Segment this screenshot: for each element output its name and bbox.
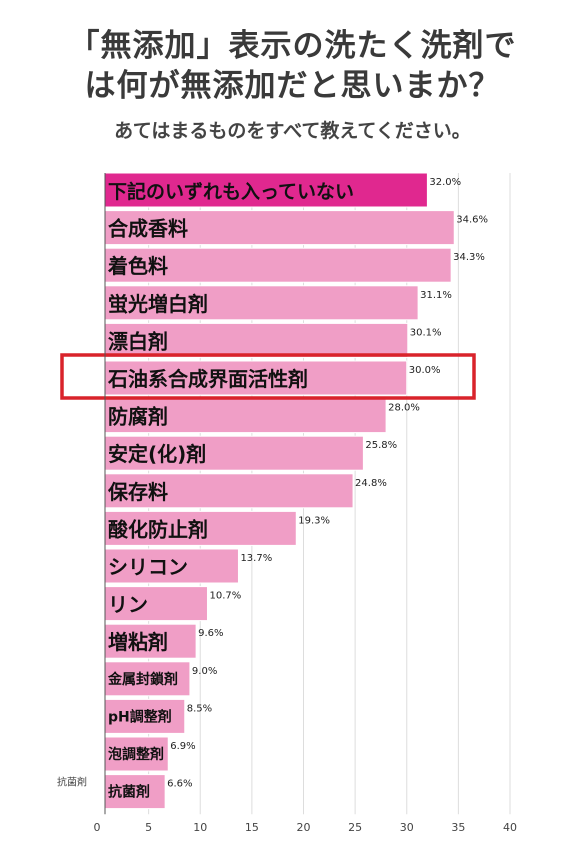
bar-value-label: 24.8% <box>355 478 387 489</box>
bar-category-label: 着色料 <box>107 254 168 278</box>
bar-category-label: 下記のいずれも入っていない <box>108 180 354 203</box>
bar-value-label: 25.8% <box>365 440 397 451</box>
bar-category-label: シリコン <box>108 555 188 579</box>
x-tick-label: 40 <box>503 821 517 834</box>
chart-title-line-1: 「無添加」表示の洗たく洗剤で <box>68 28 517 64</box>
bar-category-label: リン <box>108 593 148 617</box>
x-tick-label: 10 <box>193 821 207 834</box>
bar <box>104 172 428 208</box>
x-tick-label: 35 <box>451 821 465 834</box>
bar-category-label: 安定(化)剤 <box>108 442 206 466</box>
bar <box>104 285 419 321</box>
x-tick-label: 30 <box>400 821 414 834</box>
bar <box>104 510 297 546</box>
bar <box>104 473 354 509</box>
bar <box>104 736 169 772</box>
bar-category-label: 金属封鎖剤 <box>107 671 178 688</box>
bar <box>104 360 408 396</box>
bar <box>104 247 452 283</box>
bar <box>104 698 186 734</box>
bar-category-label: 防腐剤 <box>108 405 168 429</box>
bar-value-label: 10.7% <box>209 591 241 602</box>
x-tick-label: 0 <box>94 821 101 834</box>
bar-category-label: 漂白剤 <box>108 329 168 353</box>
bar-category-label: 抗菌剤 <box>108 784 150 801</box>
bar-value-label: 31.1% <box>420 290 452 301</box>
bar <box>104 435 364 471</box>
bar-value-label: 30.0% <box>409 365 441 376</box>
bar-value-label: 30.1% <box>410 327 442 338</box>
bar-category-label: 増粘剤 <box>108 630 168 654</box>
bar <box>104 548 239 584</box>
chart-subtitle: あてはまるものをすべて教えてください。 <box>114 120 471 142</box>
bar-value-label: 6.9% <box>170 741 195 752</box>
bar-category-label: 蛍光増白剤 <box>108 292 208 316</box>
chart-title-line-2: は何が無添加だと思いまか？ <box>84 68 501 104</box>
bar-value-label: 32.0% <box>429 177 461 188</box>
bar-value-label: 28.0% <box>388 403 420 414</box>
bar <box>104 661 191 697</box>
bar-category-label: 泡調整剤 <box>108 746 164 763</box>
bar <box>104 774 166 810</box>
bar-value-label: 34.3% <box>453 252 485 263</box>
x-tick-label: 25 <box>348 821 362 834</box>
bar-category-label: 合成香料 <box>108 217 188 241</box>
bar-value-label: 9.6% <box>198 628 223 639</box>
side-axis-label: 抗菌剤 <box>57 776 87 789</box>
bar-category-label: 保存料 <box>107 480 168 504</box>
bar <box>104 322 409 358</box>
bar-value-label: 13.7% <box>240 553 272 564</box>
bar-category-label: 酸化防止剤 <box>108 517 208 541</box>
bar-value-label: 9.0% <box>192 666 217 677</box>
x-tick-label: 5 <box>145 821 152 834</box>
x-tick-label: 20 <box>297 821 311 834</box>
x-tick-label: 15 <box>245 821 259 834</box>
bar-value-label: 6.6% <box>167 779 192 790</box>
bar-category-label: 石油系合成界面活性剤 <box>107 367 308 391</box>
bar-value-label: 34.6% <box>456 215 488 226</box>
bar-category-label: pH調整剤 <box>108 708 172 725</box>
bar-value-label: 8.5% <box>187 703 212 714</box>
bar <box>104 586 208 622</box>
bar <box>104 623 197 659</box>
bar-value-label: 19.3% <box>298 515 330 526</box>
highlight-box <box>60 353 476 400</box>
